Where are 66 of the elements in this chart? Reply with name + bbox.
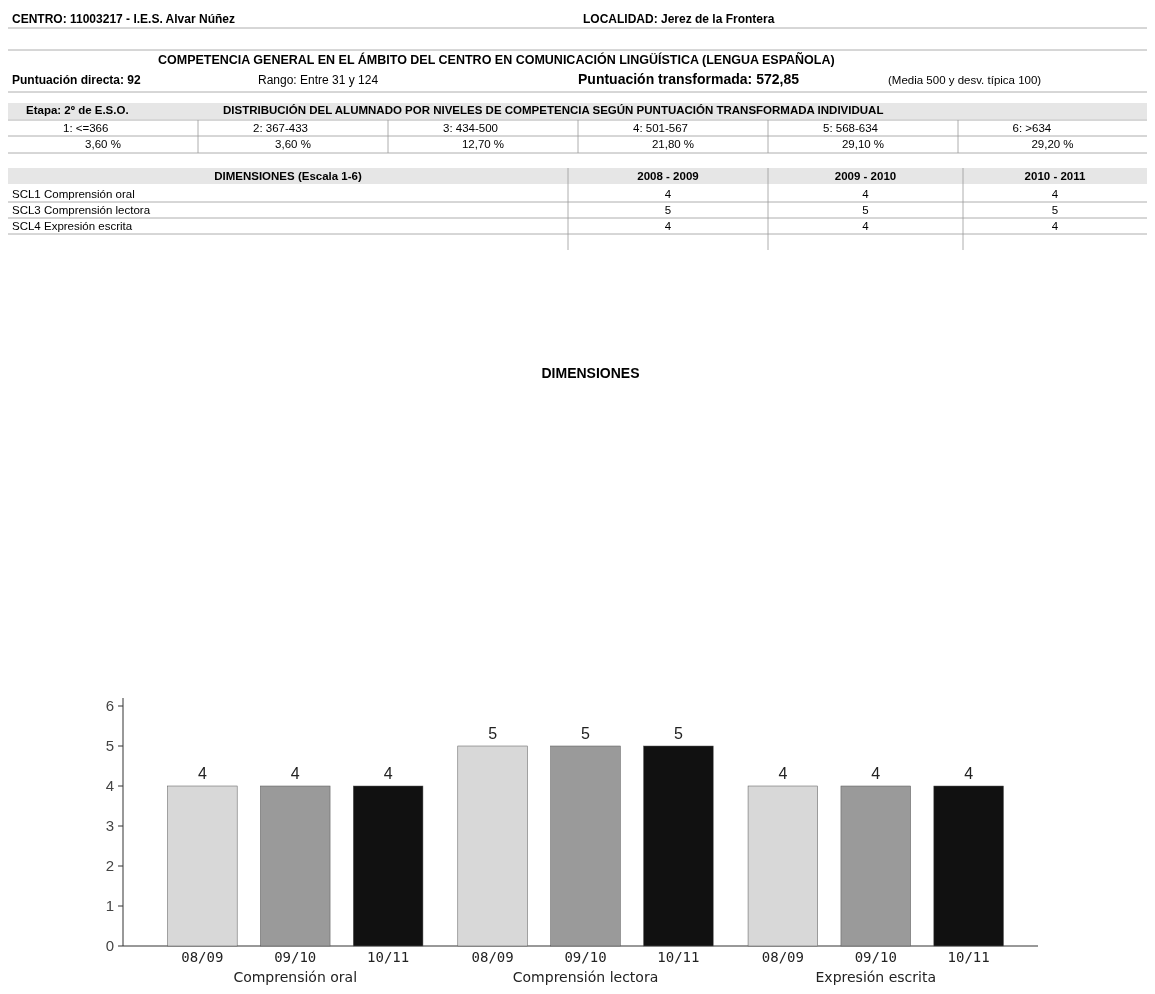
text: 29,10 % [841,138,885,150]
text: 2009 - 2010 [834,170,897,182]
text: 2: 367-433 [253,122,308,134]
data-label: 4 [964,765,974,782]
series-label: 10/11 [367,949,410,965]
text: 4 [664,188,672,200]
y-tick-label: 1 [105,897,114,915]
text: 2008 - 2009 [637,170,699,182]
text: 3,60 % [275,138,311,150]
data-label: 5 [488,725,498,742]
text: 6: >634 [1012,122,1052,134]
y-tick-label: 6 [105,697,114,715]
text: 4 [1051,188,1059,200]
text: 08/09 [471,949,514,965]
text: SCL4 Expresión escrita [12,220,133,232]
chart-title: DIMENSIONES [541,365,640,381]
text: 09/10 [854,949,897,965]
text: 4 [1051,220,1059,232]
x-tick-label: Expresión escrita [815,969,937,985]
x-tick-label: Comprensión lectora [512,969,659,985]
data-label: 4 [197,765,207,782]
text: 09/10 [564,949,607,965]
text: 10/11 [947,949,990,965]
series-label: 08/09 [181,949,224,965]
data-label: 4 [383,765,393,782]
y-tick-label: 5 [105,737,114,755]
data-label: 5 [581,725,591,742]
series-label: 09/10 [274,949,317,965]
text: 4 [862,188,870,200]
text: Rango: Entre 31 y 124 [258,73,379,87]
data-label: 5 [673,725,683,742]
text: 4 [664,220,672,232]
text: SCL1 Comprensión oral [12,188,135,200]
text: 1: <=366 [63,122,109,134]
text: 5 [862,204,869,216]
text: 2010 - 2011 [1024,170,1086,182]
text: 29,20 % [1031,138,1074,150]
text: DIMENSIONES (Escala 1-6) [214,170,362,182]
text: SCL3 Comprensión lectora [12,204,151,216]
text: Etapa: 2º de E.S.O. [26,104,129,116]
y-tick-label: 3 [105,817,114,835]
text: 4 [862,220,870,232]
text: 12,70 % [461,138,505,150]
text: 4: 501-567 [633,122,688,134]
text: Puntuación transformada: 572,85 [578,71,800,87]
text: Puntuación directa: 92 [12,73,142,87]
text: LOCALIDAD: Jerez de la Frontera [583,12,775,26]
text: 10/11 [657,949,700,965]
text: 5 [664,204,672,216]
text: 21,80 % [651,138,695,150]
data-label: 4 [290,765,300,782]
y-tick-label: 2 [105,857,114,875]
text: (Media 500 y desv. típica 100) [888,74,1042,86]
y-tick-label: 4 [105,777,114,795]
x-tick-label: Comprensión oral [233,969,358,985]
text: COMPETENCIA GENERAL EN EL ÁMBITO DEL CENTRO EN COMUNICACIÓN LINGÜÍSTICA (LENGUA ESPAÑOLA) [158,52,835,67]
text: CENTRO: 11003217 - I.E.S. Alvar Núñez [12,12,235,26]
text: 5: 568-634 [823,122,879,134]
text: 3: 434-500 [443,122,498,134]
text: 3,60 % [85,138,121,150]
y-tick-label: 0 [105,937,114,955]
text: 5 [1051,204,1059,216]
text: DISTRIBUCIÓN DEL ALUMNADO POR NIVELES DE COMPETENCIA SEGÚN PUNTUACIÓN TRANSFORMADA INDIVIDUAL [223,104,884,116]
data-label: 4 [778,765,788,782]
text: 08/09 [761,949,804,965]
data-label: 4 [871,765,881,782]
